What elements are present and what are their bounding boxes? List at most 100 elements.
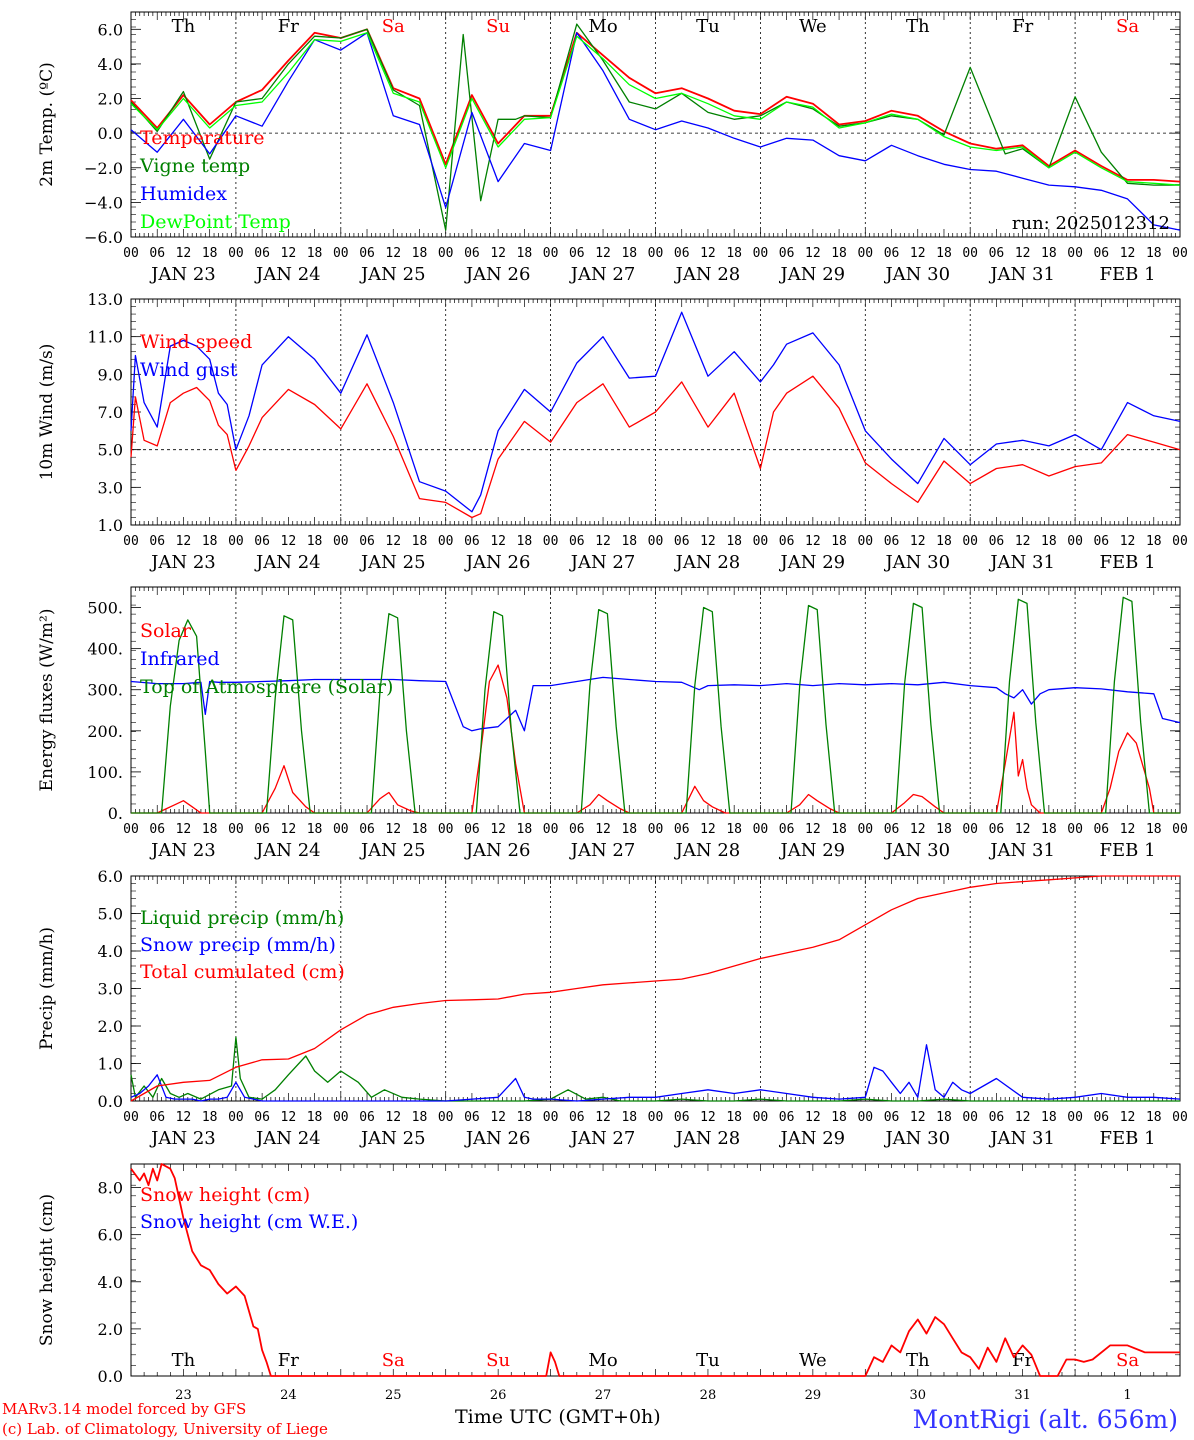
hour-label: 06 [254, 534, 270, 549]
hour-label: 18 [936, 822, 952, 837]
hour-label: 18 [936, 1110, 952, 1125]
hour-label: 00 [228, 534, 244, 549]
hour-label: 18 [307, 1110, 323, 1125]
hour-label: 06 [359, 246, 375, 261]
hour-label: 18 [1041, 534, 1057, 549]
hour-label: 00 [1067, 822, 1083, 837]
hour-label: 06 [149, 1110, 165, 1125]
hour-label: 12 [385, 246, 401, 261]
hour-label: 06 [1093, 822, 1109, 837]
hour-label: 18 [936, 246, 952, 261]
date-label: JAN 23 [149, 552, 216, 573]
hour-label: 00 [543, 534, 559, 549]
hour-label: 12 [176, 1110, 192, 1125]
legend-entry: Total cumulated (cm) [140, 961, 345, 983]
date-label: JAN 29 [779, 840, 846, 861]
series-line-dewpoint-temp [130, 32, 1181, 186]
y-tick-label: −6.0 [84, 228, 123, 247]
hour-label: 12 [176, 534, 192, 549]
hour-label: 12 [595, 822, 611, 837]
weekday-label: Mo [588, 1350, 617, 1371]
hour-label: 18 [202, 534, 218, 549]
weekday-label: Mo [588, 16, 617, 37]
legend-entry: Vigne temp [139, 155, 250, 177]
hour-label: 00 [962, 822, 978, 837]
y-axis-label: 10m Wind (m/s) [37, 344, 57, 481]
y-tick-label: 0.0 [98, 1092, 123, 1111]
day-number-label: 24 [280, 1388, 297, 1403]
hour-label: 18 [621, 246, 637, 261]
y-tick-label: −4.0 [84, 193, 123, 212]
hour-label: 06 [989, 1110, 1005, 1125]
hour-label: 18 [202, 246, 218, 261]
hour-label: 12 [700, 1110, 716, 1125]
day-number-label: 26 [490, 1388, 507, 1403]
hour-label: 12 [700, 246, 716, 261]
hour-label: 06 [1093, 534, 1109, 549]
day-number-label: 23 [175, 1388, 192, 1403]
weekday-label: Sa [1116, 1350, 1139, 1371]
footer-xlabel: Time UTC (GMT+0h) [455, 1406, 661, 1428]
weekday-label: We [799, 16, 827, 37]
weekday-label: Fr [1012, 1350, 1033, 1371]
panel-3: 6.0 5.0 4.0 3.0 2.0 1.0 0.0 Precip (mm/h) 00 06 12… [37, 867, 1188, 1149]
y-tick-label: 300. [87, 681, 123, 700]
y-tick-label: 4.0 [98, 942, 123, 961]
y-tick-label: 6.0 [98, 867, 123, 886]
y-tick-label: 6.0 [98, 20, 123, 39]
date-label: JAN 24 [254, 840, 321, 861]
hour-label: 00 [333, 246, 349, 261]
hour-label: 00 [1172, 246, 1188, 261]
hour-label: 18 [1146, 246, 1162, 261]
hour-label: 00 [1172, 1110, 1188, 1125]
weekday-label: Th [906, 16, 930, 37]
hour-label: 12 [1015, 1110, 1031, 1125]
weekday-label: Tu [696, 1350, 720, 1371]
hour-label: 00 [333, 1110, 349, 1125]
hour-label: 06 [779, 534, 795, 549]
date-label: JAN 31 [988, 552, 1055, 573]
hour-label: 12 [281, 534, 297, 549]
hour-label: 18 [726, 246, 742, 261]
station-name: MontRigi (alt. 656m) [913, 1405, 1178, 1434]
hour-label: 06 [1093, 246, 1109, 261]
hour-label: 06 [359, 534, 375, 549]
y-tick-label: 4.0 [98, 55, 123, 74]
hour-label: 18 [307, 246, 323, 261]
hour-label: 12 [1120, 534, 1136, 549]
hour-label: 06 [989, 822, 1005, 837]
hour-label: 18 [831, 1110, 847, 1125]
y-tick-label: 0.0 [98, 124, 123, 143]
date-label: JAN 24 [254, 264, 321, 285]
date-label: JAN 31 [988, 840, 1055, 861]
hour-label: 18 [1041, 1110, 1057, 1125]
hour-label: 18 [412, 534, 428, 549]
hour-label: 00 [543, 822, 559, 837]
hour-label: 00 [753, 534, 769, 549]
hour-label: 00 [648, 822, 664, 837]
hour-label: 12 [385, 534, 401, 549]
date-label: FEB 1 [1100, 1128, 1156, 1149]
hour-label: 12 [805, 822, 821, 837]
hour-label: 00 [1067, 534, 1083, 549]
date-label: JAN 23 [149, 264, 216, 285]
hour-label: 12 [1015, 822, 1031, 837]
hour-label: 00 [857, 246, 873, 261]
date-label: JAN 29 [779, 264, 846, 285]
hour-label: 06 [464, 534, 480, 549]
hour-label: 06 [149, 534, 165, 549]
hour-label: 06 [569, 822, 585, 837]
hour-label: 06 [989, 246, 1005, 261]
hour-label: 18 [726, 1110, 742, 1125]
series-line-vigne-temp [130, 23, 1180, 231]
day-number-label: 31 [1014, 1388, 1031, 1403]
hour-label: 06 [464, 246, 480, 261]
hour-label: 06 [779, 1110, 795, 1125]
hour-label: 06 [884, 1110, 900, 1125]
hour-label: 18 [412, 1110, 428, 1125]
hour-label: 06 [464, 822, 480, 837]
hour-label: 06 [674, 246, 690, 261]
date-label: JAN 29 [779, 552, 846, 573]
y-tick-label: 8.0 [98, 1179, 123, 1198]
